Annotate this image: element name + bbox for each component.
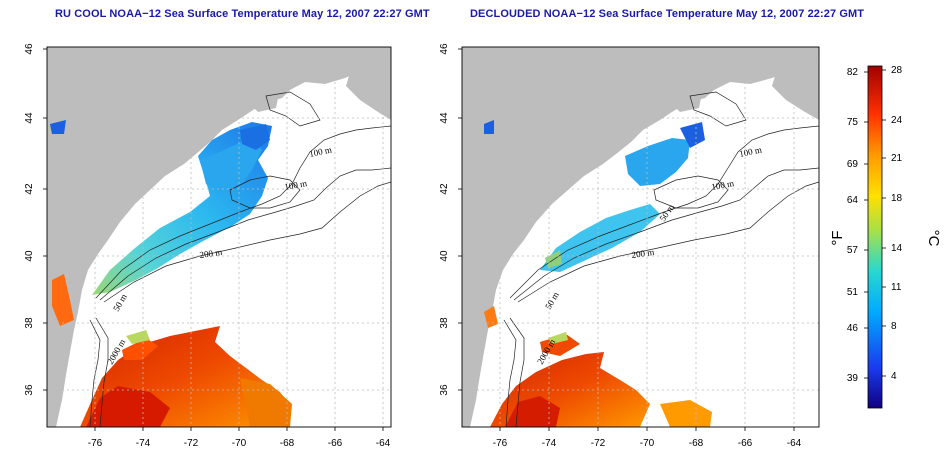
x-tick-label: -66 <box>738 438 753 449</box>
fahrenheit-tick: 75 <box>847 117 859 128</box>
x-tick-label: -72 <box>591 438 606 449</box>
y-tick-label: 42 <box>439 183 450 195</box>
fahrenheit-tick: 39 <box>847 373 859 384</box>
x-tick-label: -70 <box>640 438 655 449</box>
fahrenheit-tick: 82 <box>847 67 859 78</box>
y-tick-label: 40 <box>439 250 450 262</box>
celsius-tick: 8 <box>891 321 897 332</box>
celsius-unit-label: °C <box>925 230 942 247</box>
y-tick-label: 38 <box>24 317 35 329</box>
y-tick-label: 40 <box>24 250 35 262</box>
fahrenheit-tick: 57 <box>847 245 859 256</box>
celsius-tick: 14 <box>891 243 903 254</box>
celsius-tick: 11 <box>891 282 902 293</box>
y-tick-label: 46 <box>24 43 35 55</box>
fahrenheit-tick: 69 <box>847 159 859 170</box>
celsius-tick: 24 <box>891 115 903 126</box>
y-tick-label: 42 <box>24 183 35 195</box>
fahrenheit-tick: 46 <box>847 323 859 334</box>
right-map-title: DECLOUDED NOAA−12 Sea Surface Temperatur… <box>470 8 865 20</box>
land-mass <box>462 47 819 427</box>
y-tick-label: 36 <box>439 384 450 396</box>
fahrenheit-tick: 51 <box>847 287 859 298</box>
right-map-frame <box>461 46 820 428</box>
y-tick-label: 46 <box>439 43 450 55</box>
right-map: -76 -74 -72 -70 -68 -66 -64 36 38 40 42 … <box>439 43 820 449</box>
x-tick-label: -72 <box>184 438 199 449</box>
x-tick-label: -76 <box>88 438 103 449</box>
contour-label: 100 m <box>738 144 762 159</box>
y-tick-label: 44 <box>439 112 450 124</box>
right-grid <box>462 47 819 427</box>
x-tick-label: -68 <box>689 438 704 449</box>
contour-label: 200 m <box>631 247 655 260</box>
contour-label: 100 m <box>284 178 308 192</box>
celsius-tick: 18 <box>891 193 903 204</box>
x-tick-label: -76 <box>493 438 508 449</box>
celsius-tick: 4 <box>891 371 897 382</box>
celsius-tick: 21 <box>891 153 903 164</box>
x-tick-label: -68 <box>280 438 295 449</box>
left-map: -76 -74 -72 -70 -68 -66 -64 36 38 40 42 … <box>24 43 392 449</box>
contour-label: 100 m <box>308 144 332 159</box>
color-scale-legend: 82 75 69 64 57 51 46 39 28 24 21 18 14 1… <box>829 65 942 409</box>
celsius-tick: 28 <box>891 65 903 76</box>
fahrenheit-unit-label: °F <box>829 230 846 245</box>
fahrenheit-tick: 64 <box>847 195 859 206</box>
y-tick-label: 44 <box>24 112 35 124</box>
x-tick-label: -74 <box>542 438 557 449</box>
x-tick-label: -70 <box>232 438 247 449</box>
color-bar <box>867 65 883 409</box>
land-mass <box>47 47 391 427</box>
contour-label: 100 m <box>711 178 735 192</box>
sst-cold-region <box>540 204 660 272</box>
y-tick-label: 38 <box>439 317 450 329</box>
left-grid <box>47 47 391 427</box>
contour-label: 200 m <box>199 247 223 260</box>
left-map-frame <box>46 46 392 428</box>
y-tick-label: 36 <box>24 384 35 396</box>
x-tick-label: -66 <box>328 438 343 449</box>
x-tick-label: -74 <box>136 438 151 449</box>
left-map-title: RU COOL NOAA−12 Sea Surface Temperature … <box>55 8 430 20</box>
x-tick-label: -64 <box>376 438 391 449</box>
x-tick-label: -64 <box>787 438 802 449</box>
